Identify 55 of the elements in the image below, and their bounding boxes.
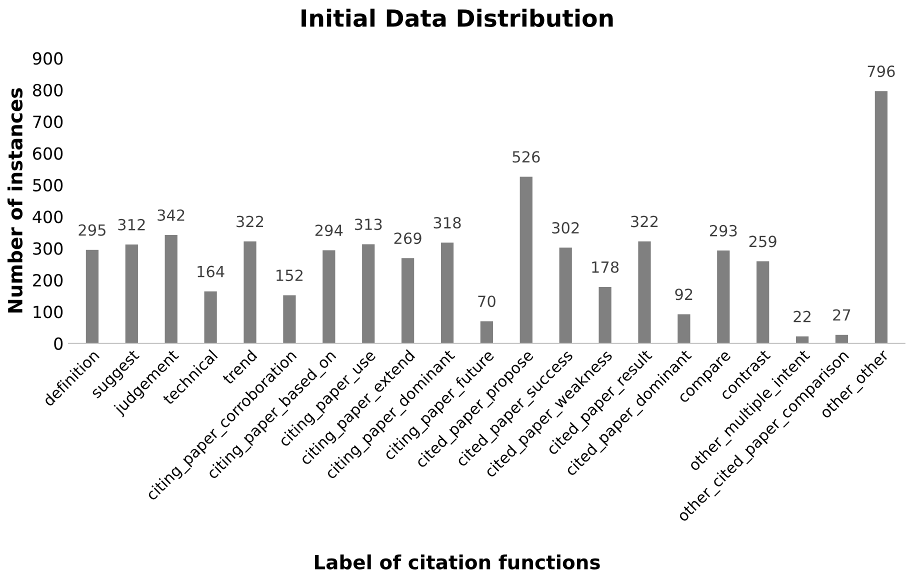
y-tick-label: 700	[33, 116, 63, 128]
bar	[86, 250, 99, 344]
y-tick-label: 100	[34, 306, 63, 318]
bar	[874, 91, 888, 344]
data-label: 295	[78, 224, 106, 236]
bar	[678, 314, 690, 344]
data-label: 178	[592, 261, 619, 273]
data-label: 342	[158, 209, 184, 221]
bar	[125, 244, 138, 344]
bar	[283, 295, 296, 344]
y-tick-label: 200	[33, 274, 63, 287]
y-tick-label: 600	[33, 147, 63, 160]
bar	[322, 250, 336, 344]
data-label: 92	[675, 288, 692, 300]
data-label: 22	[794, 310, 810, 322]
chart-title: Initial Data Distribution	[302, 8, 613, 28]
bar	[480, 321, 494, 344]
bar	[638, 241, 651, 344]
data-label: 322	[236, 216, 264, 228]
bar	[362, 244, 375, 344]
bar	[204, 291, 217, 344]
y-tick-label: 300	[33, 242, 63, 255]
bar	[559, 248, 572, 344]
data-label: 312	[118, 218, 145, 230]
data-label: 796	[868, 66, 895, 78]
data-label: 164	[198, 266, 224, 278]
bar	[164, 235, 178, 344]
y-tick-label: 900	[32, 52, 63, 65]
y-tick-label: 0	[54, 337, 63, 350]
data-label: 293	[710, 224, 737, 236]
data-label: 526	[512, 151, 540, 163]
bar	[598, 286, 612, 344]
y-tick-label: 400	[32, 210, 63, 224]
bar	[717, 250, 730, 344]
bar	[520, 176, 532, 344]
bar	[401, 258, 414, 344]
data-label: 152	[276, 270, 303, 282]
y-tick-label: 500	[33, 178, 63, 192]
y-axis-title: Number of instances	[8, 88, 23, 313]
data-label: 322	[631, 216, 658, 228]
data-label: 269	[394, 232, 422, 244]
x-axis-title: Label of citation functions	[314, 554, 600, 570]
bar	[796, 336, 809, 344]
data-label: 70	[478, 296, 496, 308]
data-label: 259	[749, 236, 776, 248]
bar	[756, 261, 770, 344]
data-label: 27	[833, 309, 850, 321]
bar	[440, 242, 454, 344]
data-label: 302	[552, 222, 579, 234]
data-label: 313	[354, 218, 382, 230]
data-label: 294	[315, 224, 343, 236]
bar	[244, 241, 256, 344]
data-label: 318	[434, 216, 461, 229]
bar	[835, 334, 848, 344]
y-tick-label: 800	[33, 84, 63, 96]
